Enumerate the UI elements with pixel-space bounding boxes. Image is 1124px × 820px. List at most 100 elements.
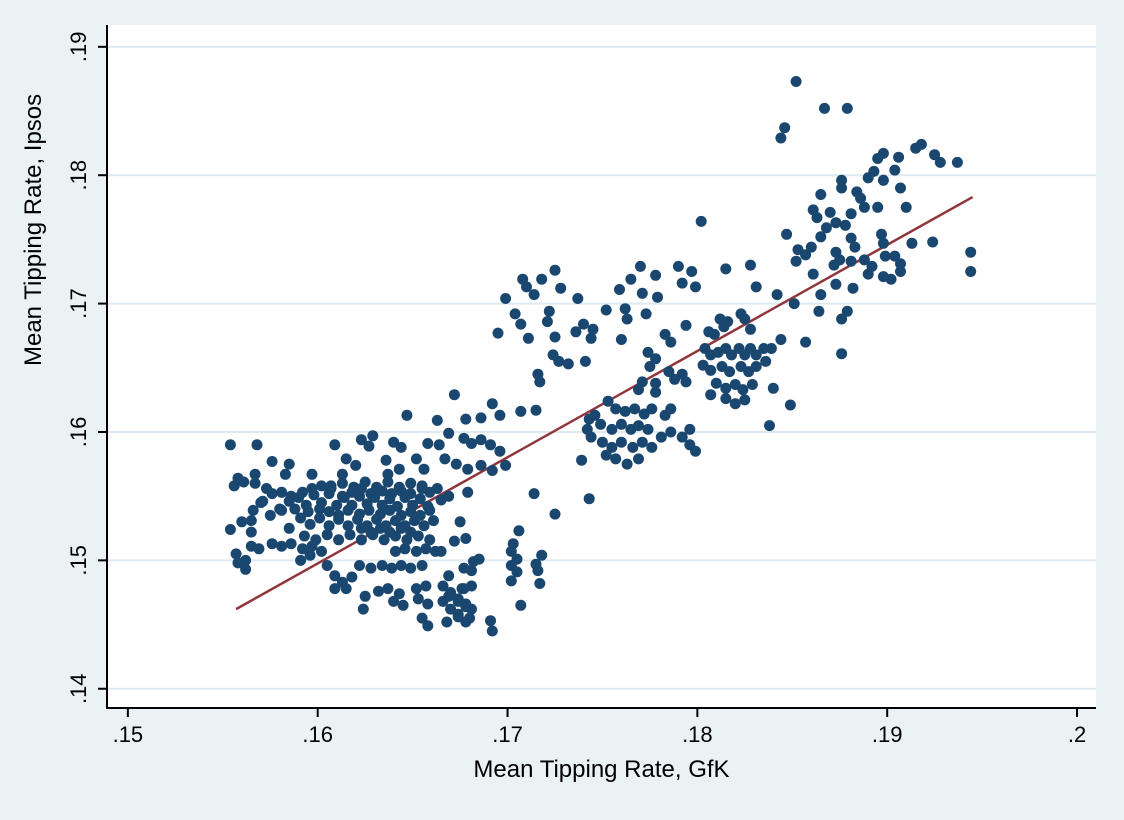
data-point: [784, 399, 796, 411]
data-point: [435, 494, 447, 506]
data-point: [650, 269, 662, 281]
data-point: [800, 249, 812, 261]
data-point: [872, 201, 884, 213]
data-point: [532, 565, 544, 577]
data-point: [659, 328, 671, 340]
y-tick-label: .17: [66, 288, 91, 319]
data-point: [646, 403, 658, 415]
data-point: [705, 389, 717, 401]
data-point: [536, 549, 548, 561]
data-point: [300, 499, 312, 511]
data-point: [369, 492, 381, 503]
data-point: [819, 102, 830, 114]
data-point: [805, 241, 817, 253]
data-point: [610, 453, 622, 465]
data-point: [513, 525, 525, 537]
data-point: [746, 379, 758, 390]
data-point: [521, 281, 532, 293]
data-point: [720, 393, 732, 405]
data-point: [283, 458, 295, 470]
data-point: [380, 520, 392, 532]
data-point: [549, 331, 561, 343]
data-point: [553, 355, 565, 367]
data-point: [321, 560, 333, 571]
data-point: [448, 535, 460, 547]
data-point: [435, 545, 447, 557]
data-point: [615, 436, 627, 448]
data-point: [325, 480, 337, 492]
data-point: [323, 506, 335, 518]
data-point: [686, 266, 698, 277]
data-point: [420, 543, 432, 555]
data-point: [781, 228, 793, 240]
data-point: [779, 122, 791, 134]
data-point: [872, 153, 884, 164]
data-point: [308, 489, 320, 501]
data-point: [384, 493, 396, 505]
plot-area: [107, 25, 1096, 708]
data-point: [346, 571, 358, 583]
data-point: [585, 332, 597, 344]
data-point: [414, 493, 426, 505]
data-point: [515, 405, 527, 417]
data-point: [412, 593, 424, 605]
data-point: [652, 291, 663, 303]
data-point: [790, 76, 802, 87]
data-point: [541, 316, 553, 328]
data-point: [633, 453, 644, 465]
data-point: [333, 513, 345, 525]
data-point: [830, 217, 842, 229]
data-point: [412, 530, 424, 542]
data-point: [232, 557, 244, 569]
data-point: [437, 580, 449, 592]
data-point: [283, 495, 295, 507]
data-point: [390, 545, 401, 557]
data-point: [245, 515, 257, 527]
x-tick-label: .19: [872, 722, 903, 747]
data-point: [310, 534, 322, 546]
data-point: [380, 454, 392, 466]
data-point: [416, 480, 428, 492]
data-point: [815, 231, 827, 243]
data-point: [445, 587, 457, 598]
data-point: [906, 237, 918, 249]
data-point: [350, 459, 362, 471]
data-point: [401, 534, 413, 546]
data-point: [314, 512, 326, 524]
data-point: [230, 548, 242, 560]
data-point: [587, 323, 599, 335]
data-point: [705, 364, 717, 376]
data-point: [424, 534, 436, 546]
y-tick-label: .19: [66, 32, 91, 63]
data-point: [393, 481, 405, 493]
data-point: [642, 423, 654, 435]
data-point: [460, 413, 472, 425]
data-point: [378, 534, 390, 546]
data-point: [399, 492, 411, 503]
data-point: [830, 278, 842, 290]
data-point: [485, 439, 496, 451]
data-point: [515, 318, 527, 330]
data-point: [382, 583, 394, 595]
y-tick-label: .16: [66, 417, 91, 448]
data-point: [710, 377, 722, 389]
data-point: [306, 468, 318, 480]
data-point: [606, 441, 618, 453]
data-point: [348, 481, 360, 493]
data-point: [361, 498, 373, 510]
data-point: [285, 538, 297, 550]
data-point: [621, 313, 633, 325]
data-point: [650, 377, 662, 389]
data-point: [443, 570, 455, 582]
data-point: [395, 560, 407, 571]
data-point: [363, 440, 375, 452]
data-point: [847, 282, 859, 294]
data-point: [680, 319, 692, 331]
data-point: [257, 495, 269, 507]
data-point: [344, 529, 356, 541]
data-point: [775, 132, 787, 144]
data-point: [576, 454, 588, 466]
data-point: [224, 524, 236, 535]
data-point: [536, 273, 548, 285]
y-tick-label: .15: [66, 545, 91, 576]
